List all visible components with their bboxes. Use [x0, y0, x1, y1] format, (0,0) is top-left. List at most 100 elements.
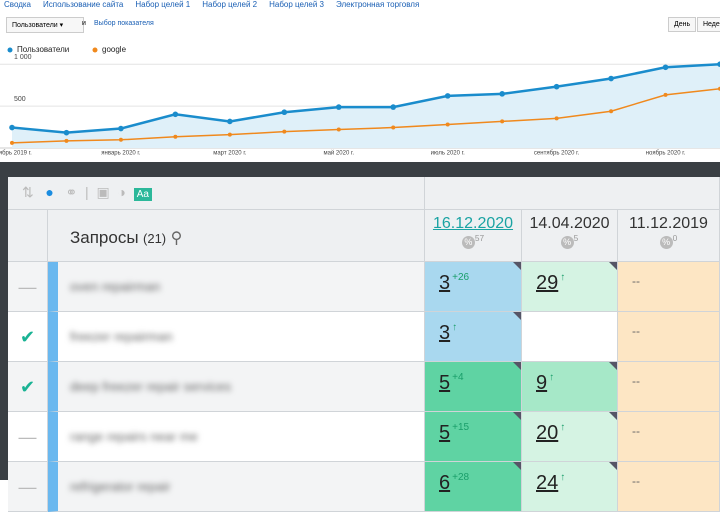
change: ↑: [560, 272, 566, 283]
position-cell[interactable]: 5 +15: [425, 412, 522, 462]
tab[interactable]: Электронная торговля: [335, 0, 420, 9]
point: [282, 129, 287, 134]
point: [335, 104, 342, 110]
position: 3: [439, 272, 451, 294]
point: [63, 129, 70, 136]
position-cell[interactable]: 3 ↑: [425, 312, 522, 362]
point: [662, 64, 669, 71]
point: [9, 124, 15, 131]
percent-icon: %: [659, 236, 673, 250]
tab[interactable]: Набор целей 3: [269, 0, 324, 9]
percent-icon: %: [560, 236, 574, 250]
percent-icon: %: [461, 236, 475, 250]
legend-label: google: [102, 45, 127, 54]
query: refrigerator repair: [70, 479, 171, 494]
position-cell[interactable]: 6 +28: [425, 462, 522, 512]
position-cell[interactable]: 9 ↑: [522, 362, 618, 412]
point: [391, 125, 396, 130]
corner: [609, 462, 617, 470]
position: 24: [536, 472, 559, 494]
change: +15: [452, 422, 470, 433]
position: --: [632, 474, 640, 488]
point: [10, 140, 14, 145]
position-cell[interactable]: 5 +4: [425, 362, 522, 412]
point: [118, 125, 124, 132]
position: --: [632, 374, 640, 388]
date: 14.04.2020: [529, 215, 610, 232]
point: [499, 91, 505, 97]
position: 5: [439, 372, 451, 394]
corner: [609, 362, 617, 370]
point: [390, 104, 397, 110]
tab[interactable]: Использование сайта: [43, 0, 124, 9]
position-cell[interactable]: 24 ↑: [522, 462, 618, 512]
legend-label: Пользователи: [17, 45, 69, 54]
point: [553, 83, 560, 90]
point: [64, 138, 69, 143]
query-cell: refrigerator repair: [48, 462, 425, 512]
point: [608, 75, 614, 82]
metric-select[interactable]: Пользователи ▾: [6, 17, 84, 33]
tab[interactable]: Набор целей 1: [135, 0, 191, 9]
date-count: 5: [573, 233, 579, 243]
point: [173, 134, 178, 139]
corner: [609, 262, 617, 270]
position-cell: --: [618, 312, 720, 362]
position-cell: [522, 312, 618, 362]
query-count: (21): [143, 231, 167, 246]
point: [500, 119, 505, 124]
x-tick-label: ноябрь 2020 г.: [646, 151, 686, 157]
position-cell: --: [618, 262, 720, 312]
position-cell: --: [618, 412, 720, 462]
chart: Пользователи google 1 000 500 ноябрь 2019 г.…: [0, 45, 720, 157]
date: 16.12.2020: [432, 215, 514, 232]
legend-dot: [7, 47, 13, 53]
point: [227, 118, 233, 125]
status: ✔: [8, 312, 48, 362]
x-tick-label: июль 2020 г.: [431, 151, 465, 157]
corner: [513, 262, 521, 270]
point: [172, 111, 179, 118]
change: ↑: [560, 422, 566, 433]
status-header: [8, 210, 48, 262]
point: [717, 61, 720, 67]
position: 3: [439, 322, 451, 344]
pick-metric[interactable]: Выбор показателя: [94, 20, 154, 27]
x-tick-label: ноябрь 2019 г.: [0, 151, 32, 157]
query-cell: oven repairman: [48, 262, 425, 312]
change: +26: [452, 272, 470, 283]
table-toolbar: ⇅ ● ⚭ | ▣ ◑ Aa: [8, 177, 425, 210]
change: ↑: [452, 322, 458, 333]
position: 6: [439, 472, 451, 494]
position-cell[interactable]: 29 ↑: [522, 262, 618, 312]
query: deep freezer repair services: [70, 379, 232, 394]
status: ✔: [8, 362, 48, 412]
date-count-wrap: % 0: [618, 233, 719, 250]
position-cell[interactable]: 20 ↑: [522, 412, 618, 462]
query: freezer repairman: [70, 329, 173, 344]
date-count: 0: [672, 233, 678, 243]
point: [227, 132, 232, 137]
date-header: 14.04.2020% 5: [522, 210, 618, 262]
query-header: Запросы (21) ⚲: [48, 210, 425, 262]
query: range repairs near me: [70, 429, 198, 444]
day-button[interactable]: День: [668, 17, 697, 32]
point: [336, 127, 341, 132]
status: —: [8, 462, 48, 512]
point: [281, 109, 288, 116]
tab[interactable]: Сводка: [4, 0, 32, 9]
status: —: [8, 262, 48, 312]
toolbar-fill: [425, 177, 720, 210]
tabs: Сводка Использование сайта Набор целей 1 На…: [4, 0, 431, 12]
week-button[interactable]: Неде: [697, 17, 720, 32]
change: +28: [452, 472, 470, 483]
position: 29: [536, 272, 559, 294]
position-cell[interactable]: 3 +26: [425, 262, 522, 312]
corner: [513, 412, 521, 420]
point: [445, 122, 450, 127]
point: [554, 116, 559, 121]
tab[interactable]: Набор целей 2: [202, 0, 258, 9]
change: ↑: [549, 372, 555, 383]
date-count: 57: [474, 233, 485, 243]
point: [609, 109, 614, 114]
